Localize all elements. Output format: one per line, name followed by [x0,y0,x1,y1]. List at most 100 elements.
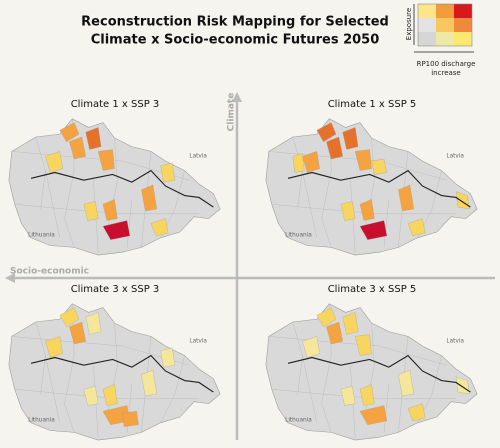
legend [417,3,473,47]
panel-title: Climate 1 x SSP 5 [328,99,417,110]
risk-area [102,199,118,221]
risk-area [69,321,86,345]
arrow-head [5,273,15,283]
panel-title: Climate 3 x SSP 3 [71,284,160,295]
risk-area [45,151,63,173]
risk-area [407,403,426,422]
risk-area [340,201,356,221]
panel-title: Climate 3 x SSP 5 [328,284,417,295]
legend-cell [436,32,454,46]
legend-cell [454,18,472,32]
risk-area [355,334,372,356]
subcatchment-line [11,336,190,366]
risk-area [160,347,176,368]
country-border [30,169,214,208]
risk-area [45,336,63,358]
risk-area [292,153,305,173]
legend-cell [454,4,472,18]
map: Latvia Lithuania [8,303,221,441]
country-border [30,354,214,393]
legend-cell [418,4,436,18]
map: Latvia Lithuania [265,303,478,441]
subcatchment-line [383,199,389,248]
country-label: Lithuania [285,232,312,238]
basin [265,303,478,441]
subcatchment-line [268,336,447,366]
country-label: Lithuania [285,417,312,423]
risk-area [102,384,118,406]
legend-cell [418,32,436,46]
vertical-axis-label: Climate [227,93,237,132]
risk-area [355,149,372,171]
country-label: Lithuania [28,417,55,423]
subcatchment-line [126,199,132,248]
country-label: Latvia [446,339,464,345]
legend-cell [454,32,472,46]
legend-cell [436,4,454,18]
risk-area [342,312,359,335]
country-label: Latvia [189,154,207,160]
risk-area [359,199,375,221]
subcatchment-line [383,384,389,433]
subcatchment-line [160,355,185,423]
country-border [287,169,471,208]
risk-area [69,136,86,160]
map: Latvia Lithuania [8,118,221,256]
title-line: Climate x Socio-economic Futures 2050 [91,33,380,48]
risk-area [407,218,426,237]
map: Latvia Lithuania [265,118,478,256]
subcatchment-line [302,355,317,423]
legend-frame [417,3,473,47]
risk-area [359,405,388,425]
risk-area [59,122,80,142]
risk-area [302,336,320,358]
legend-cell [418,18,436,32]
risk-area [316,307,337,327]
panel-title: Climate 1 x SSP 3 [71,99,160,110]
legend-y-label: Exposure [405,8,413,40]
risk-area [150,218,169,237]
risk-area [160,162,176,183]
risk-area [98,149,115,171]
risk-area [83,386,99,406]
country-label: Latvia [446,154,464,160]
arrow-head [232,92,242,102]
risk-area [85,312,102,335]
risk-area [359,220,388,240]
risk-area [102,220,131,240]
risk-area [59,307,80,327]
risk-area [398,369,414,397]
risk-area [342,127,359,150]
risk-area [316,122,337,142]
risk-area [359,384,375,406]
basin [8,118,221,256]
title-line: Reconstruction Risk Mapping for Selected [81,15,389,30]
subcatchment-line [11,151,190,181]
risk-area [398,184,414,212]
risk-area [302,151,320,173]
basin [265,118,478,256]
subcatchment-line [45,170,60,238]
risk-area [122,411,139,427]
subcatchment-line [302,170,317,238]
legend-cell [436,18,454,32]
risk-area [326,321,343,345]
legend-x-label: RP100 discharge [417,60,476,68]
risk-area [141,184,157,212]
horizontal-axis-label: Socio-economic [10,267,89,277]
risk-area [83,201,99,221]
maps: Climate 1 x SSP 3 Latvia Lithuania Climate … [8,99,478,441]
risk-area [371,158,388,175]
legend-x-label: increase [431,69,461,77]
subcatchment-line [45,355,60,423]
country-label: Latvia [189,339,207,345]
risk-area [141,369,157,397]
country-label: Lithuania [28,232,55,238]
risk-area [340,386,356,406]
subcatchment-line [268,151,447,181]
risk-area [326,136,343,160]
basin [8,303,221,441]
country-border [287,354,471,393]
risk-area [85,127,102,150]
